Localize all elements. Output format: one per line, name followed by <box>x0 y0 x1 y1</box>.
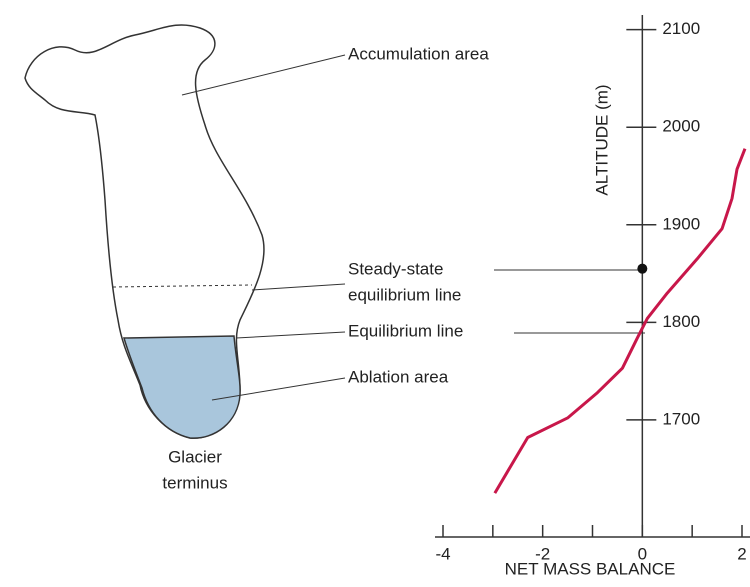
steady-state-line <box>112 284 253 288</box>
label: Ablation area <box>348 367 449 386</box>
label: Accumulation area <box>348 44 489 63</box>
x-tick-label: 2 <box>737 544 746 563</box>
leader <box>211 377 346 401</box>
ablation-zone <box>123 335 241 439</box>
y-tick-label: 2000 <box>662 117 700 136</box>
label: terminus <box>162 473 227 492</box>
x-tick-label: 0 <box>638 544 647 563</box>
glacier-outline <box>24 24 265 439</box>
y-tick-label: 1800 <box>662 312 700 331</box>
label: Glacier <box>168 447 222 466</box>
y-axis-label: ALTITUDE (m) <box>592 84 611 195</box>
label: equilibrium line <box>348 285 461 304</box>
x-axis-label: NET MASS BALANCE <box>505 559 676 578</box>
y-tick-label: 1700 <box>662 409 700 428</box>
leader <box>181 54 346 96</box>
label: Equilibrium line <box>348 321 463 340</box>
line-series <box>493 148 747 494</box>
steady-state-point <box>637 263 648 274</box>
plot: -4 -2 0 2 1700 1800 1900 2000 2100 <box>435 15 750 563</box>
x-tick-label: -2 <box>535 544 550 563</box>
y-tick-label: 2100 <box>662 19 700 38</box>
y-tick-label: 1900 <box>662 214 700 233</box>
leader <box>235 331 346 339</box>
leader <box>251 283 346 291</box>
label: Steady-state <box>348 259 443 278</box>
x-tick-label: -4 <box>435 544 450 563</box>
